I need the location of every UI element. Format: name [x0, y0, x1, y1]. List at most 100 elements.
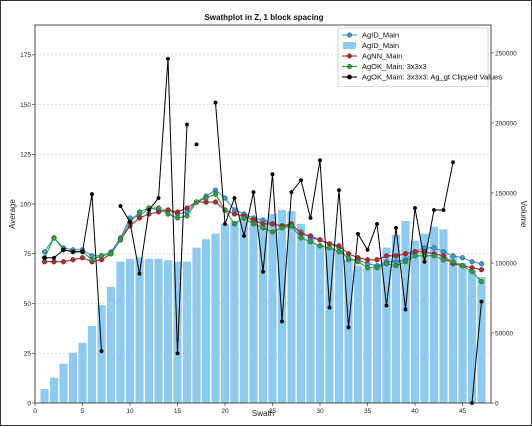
series-point [232, 196, 237, 201]
volume-bar [201, 239, 211, 403]
volume-bar [68, 352, 78, 403]
series-point [441, 208, 446, 213]
y-tick-label: 125 [20, 152, 31, 159]
series-point [212, 199, 219, 205]
series-point [260, 225, 266, 231]
volume-bar [372, 264, 382, 403]
volume-bar [116, 261, 125, 403]
volume-bar [353, 265, 363, 403]
series-point [432, 208, 437, 213]
series-point [469, 269, 475, 275]
volume-bar [334, 251, 344, 403]
volume-bar [420, 233, 429, 403]
x-tick-label: 5 [81, 408, 85, 415]
series-point [108, 251, 114, 257]
series-point [98, 253, 105, 259]
volume-bar [277, 209, 287, 403]
series-point [422, 259, 427, 264]
series-point [402, 251, 409, 257]
series-point [459, 263, 466, 269]
series-point [318, 158, 323, 163]
series-point [80, 249, 85, 254]
series-point [280, 319, 285, 324]
x-tick-label: 30 [316, 408, 324, 415]
series-point [156, 196, 161, 201]
series-point [136, 209, 143, 215]
series-point [60, 259, 67, 265]
series-point [231, 221, 238, 227]
volume-bars [40, 209, 486, 403]
volume-bar [173, 261, 182, 403]
volume-bar [382, 247, 391, 403]
series-point [51, 259, 57, 265]
series-point [299, 178, 304, 183]
y-tick-label: 150 [20, 102, 31, 109]
series-point [394, 225, 399, 230]
x-tick-label: 20 [221, 408, 229, 415]
volume-bar [363, 268, 372, 403]
series-point [70, 257, 76, 263]
series-point [89, 192, 94, 197]
series-point [469, 259, 475, 265]
y2-tick-label: 100000 [495, 260, 517, 267]
volume-bar [97, 305, 106, 403]
volume-bar [211, 233, 220, 403]
volume-bar [410, 240, 420, 403]
series-point [356, 231, 361, 236]
volume-bar [429, 226, 439, 403]
series-point [269, 221, 276, 227]
series-point [345, 255, 352, 261]
volume-bar [163, 260, 173, 403]
series-point [212, 191, 219, 197]
series-point [336, 243, 342, 249]
series-point [440, 257, 447, 263]
series-point [478, 279, 485, 285]
series-point [155, 205, 162, 211]
series-point [213, 100, 218, 105]
series-point [51, 235, 57, 241]
y-tick-label: 175 [20, 52, 31, 59]
series-point [337, 188, 342, 193]
volume-bar [325, 247, 334, 403]
plot-area-border [34, 24, 492, 404]
series-point [384, 303, 389, 308]
series-point [383, 261, 390, 267]
legend-marker [347, 53, 353, 59]
series-point [326, 245, 333, 251]
series-point [127, 219, 132, 224]
series-point [117, 237, 124, 243]
series-point [317, 237, 323, 243]
x-tick-label: 45 [459, 408, 467, 415]
series-point [70, 249, 75, 254]
volume-bar [315, 244, 325, 403]
volume-bar [448, 256, 458, 403]
volume-bar [106, 286, 116, 403]
series-point [203, 195, 209, 201]
series-lines [41, 56, 485, 406]
series-point [365, 247, 370, 252]
volume-bar [391, 235, 401, 403]
volume-bar [467, 270, 477, 403]
series-point [231, 211, 238, 217]
series-point [42, 255, 47, 260]
series-point [403, 307, 408, 312]
volume-bar [59, 363, 68, 403]
series-point [431, 253, 437, 259]
series-point [241, 233, 246, 238]
series-point [61, 247, 66, 252]
legend-label: AgOK_Main: 3x3x3: Ag_gt Clipped Values [362, 73, 502, 82]
volume-bar [258, 219, 268, 403]
y-tick-label: 75 [24, 251, 32, 258]
y-tick-label: 25 [24, 351, 32, 358]
legend-marker [347, 74, 353, 80]
y2-tick-label: 150000 [495, 190, 517, 197]
series-line [471, 301, 482, 404]
series-point [355, 259, 361, 265]
volume-bar [49, 377, 59, 403]
volume-bar [296, 223, 306, 403]
series-point [402, 259, 409, 265]
series-point [346, 325, 351, 330]
volume-bar [268, 214, 277, 403]
series-point [184, 205, 190, 211]
